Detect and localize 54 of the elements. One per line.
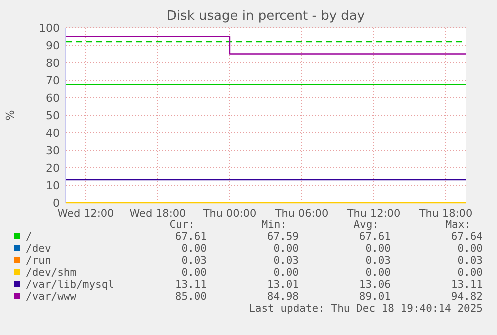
text: 0.00: [274, 243, 299, 255]
x-tick-label: Thu 12:00: [346, 208, 401, 220]
y-tick-label: 70: [46, 74, 60, 88]
text: 85.00: [175, 291, 207, 303]
text: 0.00: [182, 243, 207, 255]
y-tick-label: 10: [46, 179, 60, 192]
text: 13.06: [359, 279, 391, 291]
x-tick-label: Wed 18:00: [130, 208, 186, 220]
y-tick-label: 0: [53, 196, 60, 210]
y-tick-label: 80: [46, 56, 60, 70]
text: 13.11: [451, 279, 483, 291]
text: 0.00: [458, 243, 483, 255]
text: 67.64: [451, 231, 483, 243]
legend-label: /var/lib/mysql: [26, 279, 115, 291]
legend-label: /: [26, 231, 32, 243]
text: Last update: Thu Dec 18 19:40:14 2025: [249, 303, 483, 315]
text: 67.61: [175, 231, 207, 243]
text: 94.82: [451, 291, 483, 303]
text: 0.03: [458, 255, 483, 267]
text: Cur:: [170, 219, 195, 231]
legend-label: /dev/shm: [26, 267, 77, 279]
text: 0.03: [274, 255, 299, 267]
text: 0.00: [458, 267, 483, 279]
legend-label: /run: [26, 255, 52, 267]
text: 13.01: [267, 279, 299, 291]
text: 67.59: [267, 231, 299, 243]
y-tick-label: 100: [39, 22, 60, 35]
y-tick-label: 60: [46, 92, 60, 105]
text: 84.98: [267, 291, 299, 303]
text: Max:: [446, 219, 471, 231]
text: 0.00: [366, 243, 391, 255]
legend-label: /dev: [26, 243, 52, 255]
x-tick-label: Thu 06:00: [274, 208, 329, 220]
y-axis-title: %: [4, 110, 17, 121]
y-tick-label: 20: [46, 162, 60, 175]
legend-label: /var/www: [26, 291, 78, 303]
y-tick-label: 40: [46, 126, 60, 140]
text: 67.61: [359, 231, 391, 243]
y-tick-label: 50: [46, 109, 60, 122]
text: 0.00: [182, 267, 207, 279]
text: 0.03: [366, 255, 391, 267]
text: 0.00: [366, 267, 391, 279]
text: 13.11: [175, 279, 207, 291]
chart-title: Disk usage in percent - by day: [166, 9, 366, 24]
x-tick-label: Thu 18:00: [418, 208, 473, 220]
text: 89.01: [359, 291, 391, 303]
text: 0.00: [274, 267, 299, 279]
x-tick-label: Thu 00:00: [202, 208, 257, 220]
text: Avg:: [354, 219, 379, 231]
y-tick-label: 90: [46, 39, 60, 52]
x-tick-label: Wed 12:00: [58, 208, 114, 220]
text: 0.03: [182, 255, 207, 267]
text: Min:: [262, 219, 287, 231]
y-tick-label: 30: [46, 144, 60, 158]
